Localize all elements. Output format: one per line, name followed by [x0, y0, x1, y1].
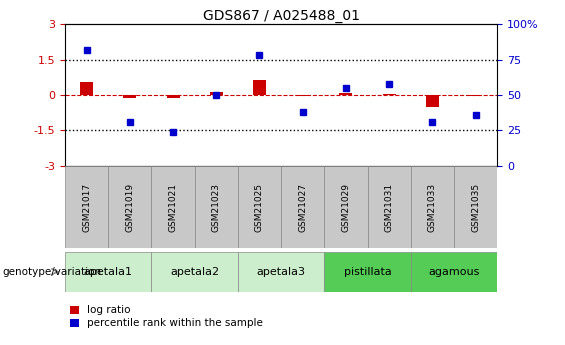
Text: GSM21031: GSM21031 — [385, 183, 394, 231]
Text: GSM21035: GSM21035 — [471, 183, 480, 231]
Bar — [324, 166, 368, 248]
Bar — [80, 82, 93, 95]
Bar — [281, 166, 324, 248]
Bar — [383, 94, 396, 95]
Bar — [411, 166, 454, 248]
Text: GSM21033: GSM21033 — [428, 183, 437, 231]
Text: GSM21021: GSM21021 — [168, 183, 177, 231]
Text: GSM21017: GSM21017 — [82, 183, 91, 231]
Bar — [108, 166, 151, 248]
Bar — [411, 252, 497, 292]
Text: apetala3: apetala3 — [257, 267, 306, 277]
Text: GSM21027: GSM21027 — [298, 183, 307, 231]
Text: GSM21019: GSM21019 — [125, 183, 134, 231]
Text: GSM21029: GSM21029 — [341, 183, 350, 231]
Text: pistillata: pistillata — [344, 267, 392, 277]
Text: apetala1: apetala1 — [84, 267, 133, 277]
Bar — [253, 80, 266, 95]
Bar — [324, 252, 411, 292]
Legend: log ratio, percentile rank within the sample: log ratio, percentile rank within the sa… — [70, 305, 263, 328]
Text: GSM21025: GSM21025 — [255, 183, 264, 231]
Bar — [238, 252, 324, 292]
Bar — [65, 252, 151, 292]
Bar — [340, 93, 353, 95]
Bar — [210, 92, 223, 95]
Bar — [296, 95, 309, 96]
Bar — [123, 95, 136, 98]
Text: agamous: agamous — [428, 267, 480, 277]
Bar — [65, 166, 108, 248]
Bar — [367, 166, 411, 248]
Title: GDS867 / A025488_01: GDS867 / A025488_01 — [203, 9, 359, 23]
Bar — [426, 95, 439, 107]
Bar — [151, 166, 194, 248]
Text: genotype/variation: genotype/variation — [3, 267, 102, 277]
Bar — [238, 166, 281, 248]
Text: apetala2: apetala2 — [170, 267, 219, 277]
Bar — [194, 166, 238, 248]
Bar — [454, 166, 497, 248]
Text: GSM21023: GSM21023 — [212, 183, 221, 231]
Bar — [469, 95, 482, 96]
Bar — [167, 95, 180, 98]
Bar — [151, 252, 238, 292]
